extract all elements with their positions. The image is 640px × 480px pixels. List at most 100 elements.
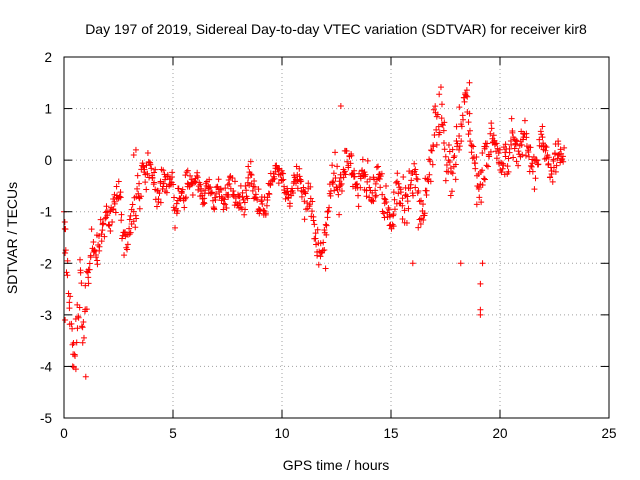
data-point [294,177,301,184]
data-point [484,163,491,170]
data-point [126,225,133,232]
data-point [451,153,458,160]
data-point [364,178,371,185]
data-point [118,217,125,224]
data-point [448,188,455,195]
data-point [560,158,567,165]
data-point [301,216,308,223]
data-point [132,224,139,231]
data-point [152,166,159,173]
y-tick-label: 2 [44,50,52,65]
data-point [415,224,422,231]
data-point [410,192,417,199]
data-point [409,260,416,267]
data-point [279,177,286,184]
data-point [344,158,351,165]
data-point [351,173,358,180]
data-point [477,311,484,318]
data-point [207,184,214,191]
data-point [170,181,177,188]
data-point [264,194,271,201]
data-point [559,156,566,163]
data-point [164,172,171,179]
data-point [467,138,474,145]
data-point [245,163,252,170]
data-point [441,146,448,153]
data-point [436,91,443,98]
data-point [515,162,522,169]
data-point [505,155,512,162]
data-point [399,215,406,222]
data-point [437,84,444,91]
data-point [473,201,480,208]
data-point [363,193,370,200]
data-point [124,246,131,253]
data-point [373,192,380,199]
data-point [312,230,319,237]
data-point [75,314,82,321]
data-point [477,280,484,287]
data-point [542,147,549,154]
data-point [106,208,113,215]
data-point [466,127,473,134]
data-point [397,189,404,196]
data-point [67,293,74,300]
data-point [239,194,246,201]
tick-labels-layer: 0 5 10 15 20 25 -5 -4 -3 -2 -1 0 1 2 [40,50,617,441]
data-point [266,191,273,198]
data-point [487,148,494,155]
data-point [182,172,189,179]
data-point [477,306,484,313]
data-point [212,196,219,203]
data-point [456,143,463,150]
data-point [72,353,79,360]
data-point [106,222,113,229]
data-point [391,196,398,203]
data-point [487,130,494,137]
data-point [308,208,315,215]
data-point [401,207,408,214]
data-point [247,171,254,178]
data-point [220,206,227,213]
data-point [539,134,546,141]
data-point [189,192,196,199]
data-point [251,178,258,185]
data-point [230,187,237,194]
data-point [70,339,77,346]
data-point [358,168,365,175]
data-point [322,265,329,272]
data-point [76,304,83,311]
data-point [412,184,419,191]
data-point [495,150,502,157]
data-point [77,269,84,276]
data-point [377,184,384,191]
data-point [96,243,103,250]
data-point [280,170,287,177]
data-point [403,219,410,226]
data-point [555,141,562,148]
data-points-layer [61,79,568,380]
data-point [408,177,415,184]
data-point [173,200,180,207]
data-point [116,193,123,200]
data-point [82,282,89,289]
data-point [300,184,307,191]
data-point [510,154,517,161]
data-point [528,163,535,170]
data-point [83,306,90,313]
data-point [457,260,464,267]
data-point [130,208,137,215]
data-point [434,111,441,118]
data-point [472,165,479,172]
data-point [420,216,427,223]
data-point [143,162,150,169]
data-point [256,210,263,217]
data-point [144,150,151,157]
data-point [411,160,418,167]
data-point [531,186,538,193]
data-point [500,162,507,169]
data-point [378,170,385,177]
data-point [136,180,143,187]
data-point [157,199,164,206]
data-point [466,110,473,117]
